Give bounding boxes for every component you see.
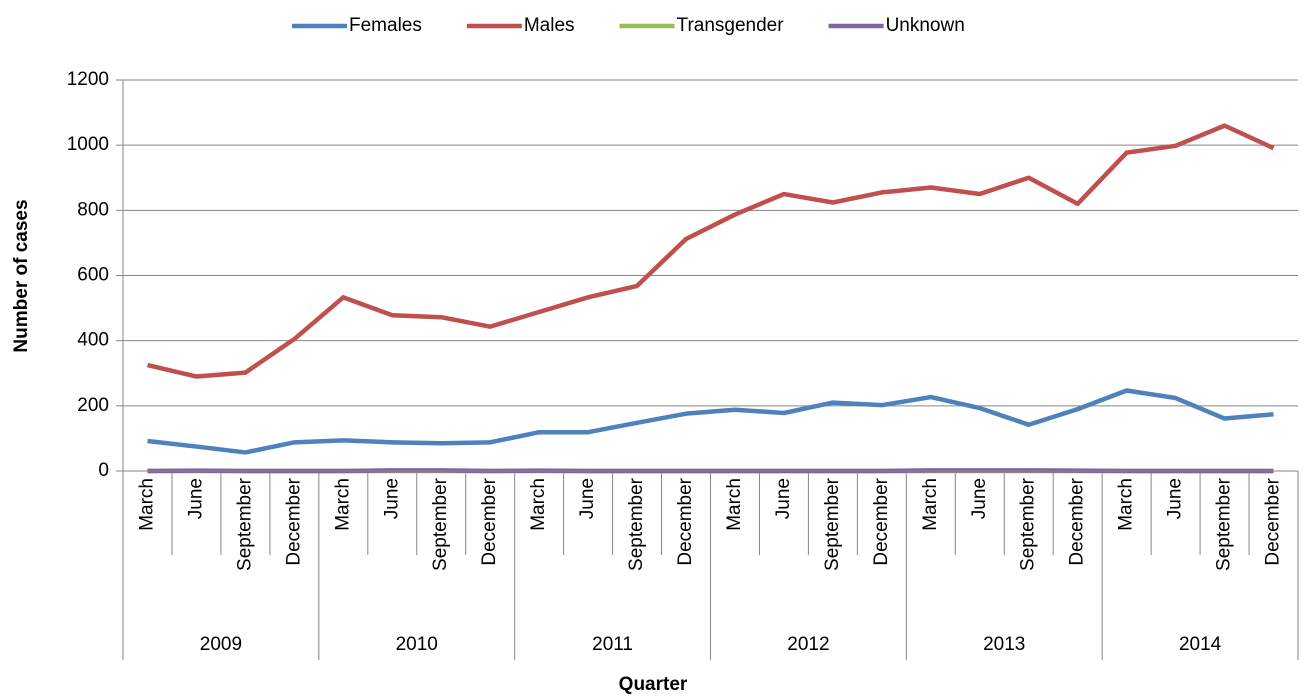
x-tick-label: December <box>283 477 304 565</box>
x-group-label: 2010 <box>396 634 438 655</box>
x-tick-label: June <box>185 478 206 519</box>
x-axis-title: Quarter <box>619 674 688 695</box>
x-tick-label: March <box>528 478 549 531</box>
x-tick-label: June <box>577 478 598 519</box>
y-tick-label: 1200 <box>67 69 109 90</box>
x-group-label: 2014 <box>1179 634 1222 655</box>
x-tick-label: June <box>381 478 402 519</box>
x-tick-label: September <box>1214 477 1235 571</box>
x-tick-label: December <box>871 477 892 565</box>
x-group-label: 2013 <box>983 634 1025 655</box>
y-tick-label: 1000 <box>67 134 109 155</box>
x-tick-label: March <box>136 478 157 531</box>
x-tick-label: December <box>479 477 500 565</box>
x-tick-label: June <box>969 478 990 519</box>
y-tick-label: 200 <box>77 395 109 416</box>
legend-label: Females <box>349 15 422 36</box>
y-tick-label: 800 <box>77 199 109 220</box>
x-tick-label: September <box>1018 477 1039 571</box>
x-tick-label: September <box>626 477 647 571</box>
x-group-label: 2011 <box>592 634 633 655</box>
x-group-label: 2009 <box>200 634 242 655</box>
x-tick-label: June <box>773 478 794 519</box>
x-tick-label: December <box>675 477 696 565</box>
x-tick-label: December <box>1067 477 1088 565</box>
series-line <box>147 388 1274 455</box>
x-tick-label: September <box>430 477 451 571</box>
x-group-label: 2012 <box>787 634 829 655</box>
x-tick-label: September <box>234 477 255 571</box>
x-tick-label: March <box>724 478 745 531</box>
x-tick-label: March <box>332 478 353 531</box>
x-tick-label: June <box>1165 478 1186 519</box>
legend-label: Unknown <box>886 15 965 36</box>
legend-label: Transgender <box>677 15 785 36</box>
y-tick-label: 400 <box>77 330 109 351</box>
y-tick-label: 0 <box>98 460 109 481</box>
x-tick-label: March <box>1116 478 1137 531</box>
x-tick-label: December <box>1263 477 1284 565</box>
y-axis-title: Number of cases <box>11 199 32 352</box>
x-tick-label: March <box>920 478 941 531</box>
series-line <box>146 123 1275 379</box>
y-tick-label: 600 <box>77 265 109 286</box>
legend-label: Males <box>524 15 575 36</box>
x-tick-label: September <box>822 477 843 571</box>
